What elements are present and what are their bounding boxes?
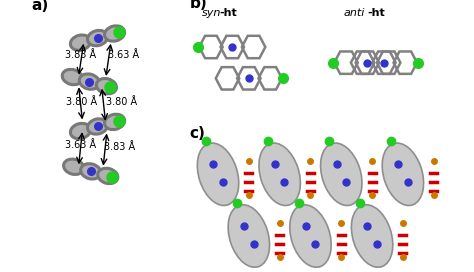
Text: a): a)	[31, 0, 48, 13]
Ellipse shape	[96, 79, 117, 94]
Ellipse shape	[71, 35, 91, 50]
Ellipse shape	[98, 168, 118, 184]
Text: 3.63 Å: 3.63 Å	[65, 140, 96, 150]
Text: 3.80 Å: 3.80 Å	[66, 97, 97, 107]
Ellipse shape	[105, 26, 125, 41]
Ellipse shape	[351, 205, 393, 267]
Text: c): c)	[190, 126, 205, 141]
Text: 3.63 Å: 3.63 Å	[109, 51, 139, 60]
Text: syn: syn	[201, 8, 221, 18]
Ellipse shape	[320, 143, 362, 206]
Text: -ht: -ht	[219, 8, 237, 18]
Text: anti: anti	[344, 8, 365, 18]
Ellipse shape	[88, 30, 108, 46]
Ellipse shape	[71, 123, 91, 139]
Ellipse shape	[105, 114, 125, 129]
Ellipse shape	[79, 74, 100, 89]
Ellipse shape	[88, 119, 108, 134]
Text: -ht: -ht	[367, 8, 385, 18]
Ellipse shape	[64, 159, 84, 174]
Ellipse shape	[290, 205, 331, 267]
Text: b): b)	[190, 0, 207, 11]
Ellipse shape	[382, 143, 424, 206]
Ellipse shape	[228, 205, 270, 267]
Ellipse shape	[62, 69, 82, 85]
Text: 3.83 Å: 3.83 Å	[65, 51, 96, 60]
Text: 3.83 Å: 3.83 Å	[104, 142, 136, 152]
Ellipse shape	[259, 143, 301, 206]
Ellipse shape	[197, 143, 239, 206]
Text: 3.80 Å: 3.80 Å	[106, 97, 137, 107]
Ellipse shape	[81, 164, 101, 179]
